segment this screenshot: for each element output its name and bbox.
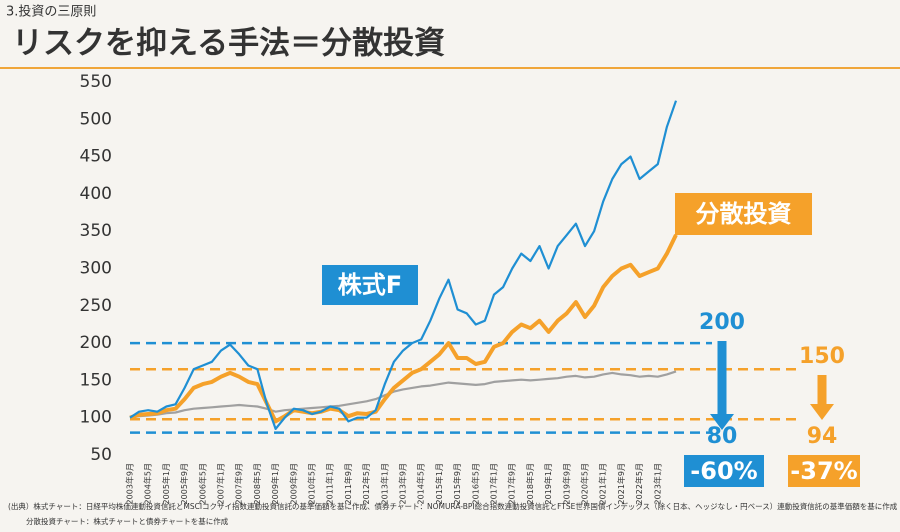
source-note: 分散投資チャート：株式チャートと債券チャートを基に作成 bbox=[26, 516, 229, 526]
x-tick-label: 2020年5月 bbox=[580, 463, 590, 504]
x-tick-label: 2013年9月 bbox=[398, 463, 408, 504]
y-tick-label: 300 bbox=[80, 259, 112, 279]
legend-box bbox=[675, 193, 812, 235]
series-line bbox=[129, 370, 677, 419]
change-box bbox=[788, 455, 860, 487]
x-tick-label: 2004年5月 bbox=[143, 463, 153, 504]
series-line bbox=[129, 234, 678, 424]
x-tick-label: 2010年5月 bbox=[307, 463, 317, 504]
annotation-change: -37% bbox=[790, 457, 857, 485]
y-tick-label: 250 bbox=[80, 296, 112, 316]
x-tick-label: 2014年5月 bbox=[416, 463, 426, 504]
y-tick-label: 100 bbox=[80, 408, 112, 428]
x-tick-label: 2017年1月 bbox=[489, 463, 499, 504]
x-tick-label: 2018年5月 bbox=[525, 463, 535, 504]
x-tick-label: 2019年1月 bbox=[543, 463, 553, 504]
y-tick-label: 500 bbox=[80, 109, 112, 129]
x-tick-label: 2005年9月 bbox=[179, 463, 189, 504]
x-tick-label: 2005年1月 bbox=[161, 463, 171, 504]
x-tick-label: 2015年1月 bbox=[434, 463, 444, 504]
legend-label: 株式F bbox=[338, 271, 402, 299]
annotation-trough: 94 bbox=[807, 424, 838, 449]
x-tick-label: 2008年5月 bbox=[252, 463, 262, 504]
x-tick-label: 2009年1月 bbox=[270, 463, 280, 504]
legend-label: 分散投資 bbox=[696, 200, 792, 228]
x-tick-label: 2022年5月 bbox=[634, 463, 644, 504]
x-tick-label: 2012年5月 bbox=[361, 463, 371, 504]
legend-box bbox=[322, 265, 418, 305]
x-tick-label: 2016年5月 bbox=[470, 463, 480, 504]
y-tick-label: 150 bbox=[80, 370, 112, 390]
x-tick-label: 2009年9月 bbox=[288, 463, 298, 504]
x-tick-label: 2003年9月 bbox=[125, 463, 135, 504]
x-tick-label: 2023年1月 bbox=[652, 463, 662, 504]
page-title: リスクを抑える手法＝分散投資 bbox=[12, 26, 445, 62]
x-tick-label: 2007年9月 bbox=[234, 463, 244, 504]
x-tick-label: 2011年9月 bbox=[343, 463, 353, 504]
annotation-peak: 150 bbox=[799, 344, 845, 369]
section-label: 3.投資の三原則 bbox=[6, 4, 96, 20]
y-tick-label: 50 bbox=[90, 445, 112, 465]
series-line bbox=[129, 100, 678, 430]
annotation-trough: 80 bbox=[707, 424, 738, 449]
x-tick-label: 2021年9月 bbox=[616, 463, 626, 504]
y-tick-label: 450 bbox=[80, 147, 112, 167]
annotation-change: -60% bbox=[690, 457, 757, 485]
x-tick-label: 2007年1月 bbox=[216, 463, 226, 504]
y-tick-label: 200 bbox=[80, 333, 112, 353]
annotation-peak: 200 bbox=[699, 310, 745, 335]
x-tick-label: 2017年9月 bbox=[507, 463, 517, 504]
x-tick-label: 2011年1月 bbox=[325, 463, 335, 504]
x-tick-label: 2021年1月 bbox=[598, 463, 608, 504]
y-tick-label: 350 bbox=[80, 221, 112, 241]
source-note: (出典）株式チャート：日経平均株価連動投資信託とMSCIコクサイ指数連動投資信託… bbox=[8, 501, 898, 511]
x-tick-label: 2006年5月 bbox=[197, 463, 207, 504]
x-tick-label: 2019年9月 bbox=[561, 463, 571, 504]
x-tick-label: 2015年9月 bbox=[452, 463, 462, 504]
y-tick-label: 400 bbox=[80, 184, 112, 204]
arrow-head bbox=[810, 404, 834, 420]
x-tick-label: 2013年1月 bbox=[379, 463, 389, 504]
y-tick-label: 550 bbox=[80, 72, 112, 92]
change-box bbox=[684, 455, 764, 487]
arrow-head bbox=[710, 414, 734, 430]
